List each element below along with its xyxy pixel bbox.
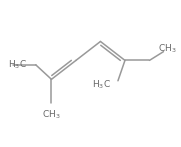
Text: H$_3$C: H$_3$C [92, 79, 111, 91]
Text: H$_3$C: H$_3$C [8, 59, 27, 71]
Text: CH$_3$: CH$_3$ [158, 42, 177, 55]
Text: CH$_3$: CH$_3$ [42, 108, 61, 121]
